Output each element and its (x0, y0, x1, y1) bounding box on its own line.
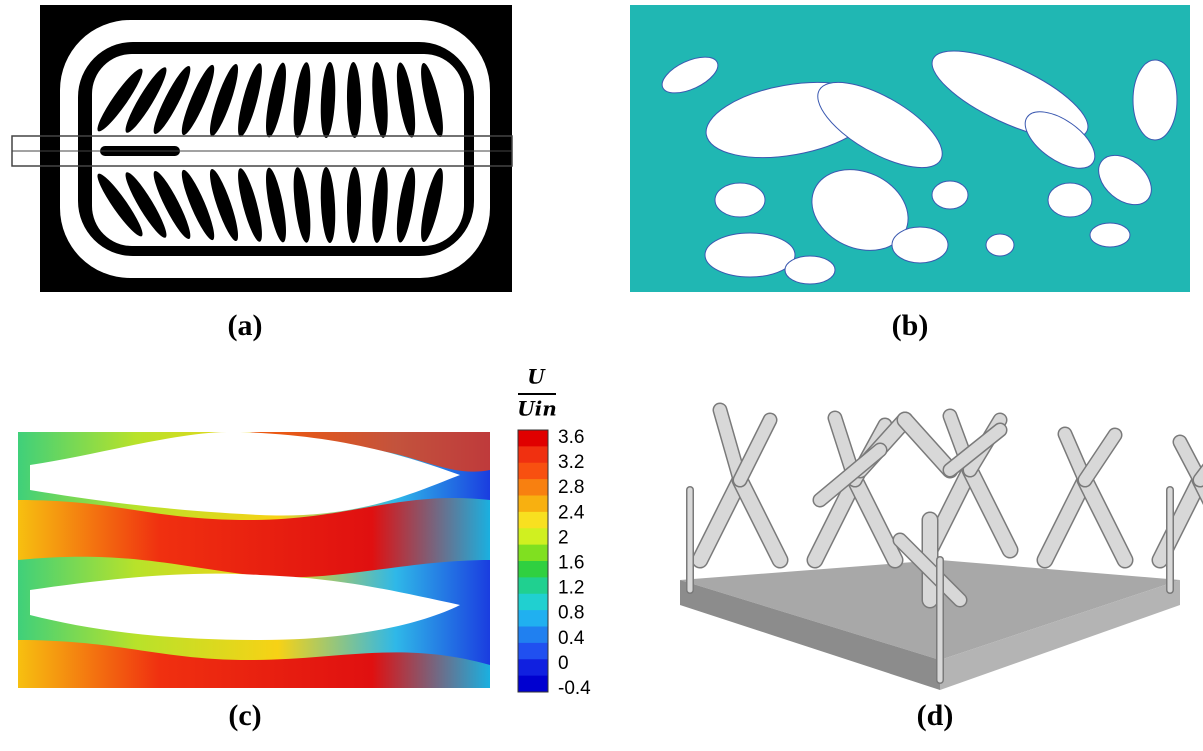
panel-label: (a) (228, 309, 263, 342)
colorbar-segment (518, 430, 548, 447)
colorbar-segment (518, 594, 548, 611)
colorbar-tick-label: 3.6 (558, 427, 584, 448)
panel-d (680, 410, 1203, 690)
panel-c: 3.6 3.2 2.8 2.4 2 1.6 1.2 0.8 0.4 0 -0.4 U Uin (18, 365, 591, 700)
colorbar-segment (518, 479, 548, 496)
colorbar-tick-label: 3.2 (558, 452, 584, 473)
colorbar-tick-label: 1.2 (558, 578, 584, 599)
colorbar-tick-label: 0 (558, 653, 569, 674)
void (1048, 183, 1092, 217)
colorbar-segment (518, 627, 548, 644)
void (1133, 60, 1177, 140)
colorbar-segment (518, 512, 548, 529)
strut (740, 420, 770, 480)
strut (1085, 480, 1125, 560)
colorbar-tick-label: 0.8 (558, 603, 584, 624)
void (1090, 223, 1130, 247)
colorbar-segment (518, 496, 548, 513)
void (705, 233, 795, 277)
colorbar: 3.6 3.2 2.8 2.4 2 1.6 1.2 0.8 0.4 0 -0.4 (518, 427, 591, 699)
figure: 3.6 3.2 2.8 2.4 2 1.6 1.2 0.8 0.4 0 -0.4 U Uin (a)… (0, 0, 1203, 751)
strut (1045, 480, 1085, 560)
colorbar-segment (518, 659, 548, 676)
colorbar-numerator: U (527, 365, 546, 389)
void (715, 183, 765, 217)
colorbar-segment (518, 676, 548, 693)
void (986, 234, 1014, 256)
colorbar-segment (518, 561, 548, 578)
void (892, 227, 948, 263)
panel-a (12, 5, 512, 292)
strut (700, 480, 740, 560)
panel-label: (c) (228, 699, 261, 732)
strut (740, 480, 780, 560)
page: {"labels": {"a": "(a)", "b": "(b)", "c":… (0, 0, 1203, 751)
colorbar-tick-label: 2.8 (558, 477, 584, 498)
colorbar-segment (518, 545, 548, 562)
colorbar-tick-label: -0.4 (558, 678, 591, 699)
colorbar-segment (518, 446, 548, 463)
colorbar-denominator: Uin (517, 397, 557, 421)
colorbar-tick-label: 1.6 (558, 553, 584, 574)
void (785, 256, 835, 284)
panel-b (630, 5, 1190, 292)
strut (855, 480, 895, 560)
colorbar-segment (518, 528, 548, 545)
strut (905, 420, 950, 470)
colorbar-tick-label: 2.4 (558, 502, 585, 523)
panel-label: (b) (892, 309, 929, 342)
colorbar-segment (518, 643, 548, 660)
strut (970, 470, 1010, 550)
colorbar-segment (518, 610, 548, 627)
panel-label: (d) (917, 699, 954, 732)
colorbar-segment (518, 463, 548, 480)
void (932, 181, 968, 209)
colorbar-tick-label: 0.4 (558, 628, 585, 649)
colorbar-tick-label: 2 (558, 527, 569, 548)
strut (1085, 435, 1115, 480)
colorbar-segment (518, 577, 548, 594)
